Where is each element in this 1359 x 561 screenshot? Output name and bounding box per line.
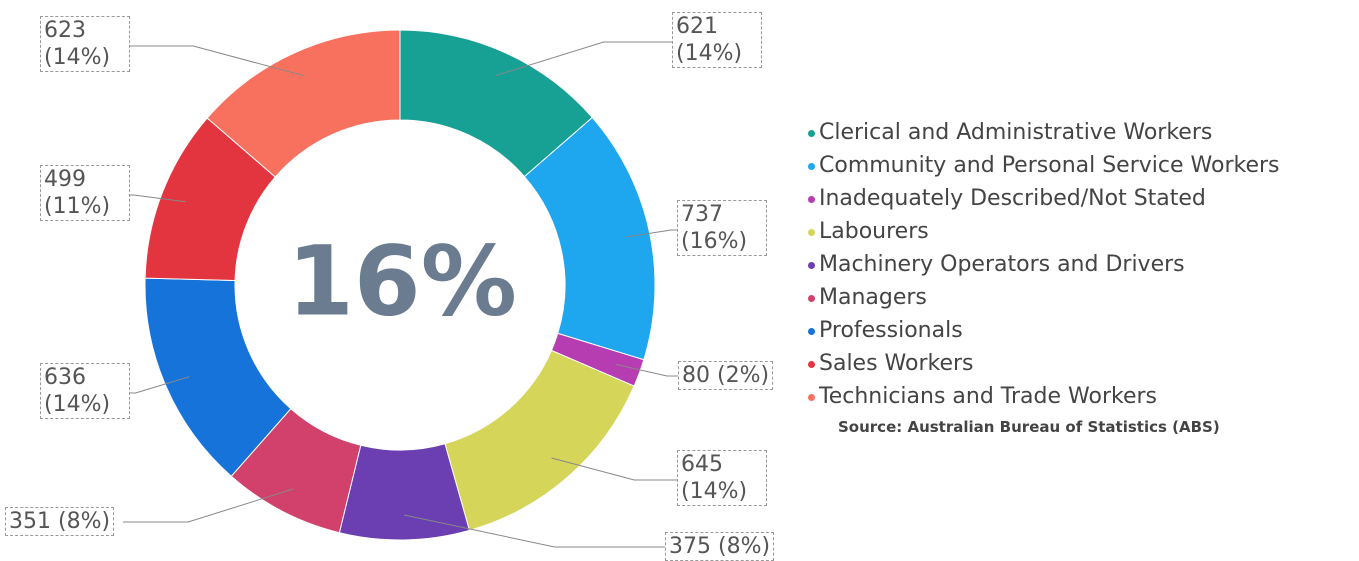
legend-label: Machinery Operators and Drivers	[819, 252, 1185, 277]
leader-line	[122, 45, 305, 77]
legend-label: Inadequately Described/Not Stated	[819, 186, 1206, 211]
legend-dot	[808, 195, 815, 203]
legend-dot	[808, 162, 815, 170]
legend-item: Sales Workers	[808, 347, 1280, 380]
value-label: 623 (14%)	[40, 16, 130, 72]
source-note: Source: Australian Bureau of Statistics …	[838, 418, 1220, 436]
value-label: 351 (8%)	[5, 507, 115, 536]
donut-segment	[444, 349, 635, 531]
leader-line	[495, 41, 672, 77]
legend-item: Labourers	[808, 215, 1280, 248]
legend-label: Technicians and Trade Workers	[819, 384, 1157, 409]
legend-label: Community and Personal Service Workers	[819, 153, 1280, 178]
legend-label: Clerical and Administrative Workers	[819, 120, 1213, 145]
legend-dot	[808, 360, 815, 368]
value-label: 499 (11%)	[40, 165, 130, 221]
leader-line	[404, 514, 665, 548]
leader-line	[123, 488, 294, 523]
legend-item: Machinery Operators and Drivers	[808, 248, 1280, 281]
leader-line	[551, 457, 677, 481]
legend-label: Labourers	[819, 219, 929, 244]
donut-segment	[206, 29, 401, 178]
value-label: 375 (8%)	[665, 532, 775, 561]
center-label: 16%	[287, 225, 517, 337]
value-label: 645 (14%)	[677, 450, 767, 506]
legend-dot	[808, 294, 815, 302]
legend-label: Professionals	[819, 318, 963, 343]
value-label: 80 (2%)	[678, 361, 774, 390]
legend-dot	[808, 327, 815, 335]
value-label: 636 (14%)	[40, 363, 130, 419]
value-label: 737 (16%)	[677, 200, 767, 256]
legend: Clerical and Administrative Workers Commu…	[808, 116, 1280, 439]
legend-item: Professionals	[808, 314, 1280, 347]
legend-item: Managers	[808, 281, 1280, 314]
legend-dot	[808, 129, 815, 137]
legend-label: Sales Workers	[819, 351, 974, 376]
leader-line	[615, 363, 678, 377]
legend-item: Inadequately Described/Not Stated	[808, 182, 1280, 215]
legend-dot	[808, 393, 815, 401]
leader-line	[624, 229, 677, 238]
legend-label: Managers	[819, 285, 927, 310]
legend-dot	[808, 228, 815, 236]
value-label: 621 (14%)	[672, 12, 762, 68]
legend-item: Community and Personal Service Workers	[808, 149, 1280, 182]
legend-dot	[808, 261, 815, 269]
legend-item: Clerical and Administrative Workers	[808, 116, 1280, 149]
legend-item: Technicians and Trade Workers	[808, 380, 1280, 413]
